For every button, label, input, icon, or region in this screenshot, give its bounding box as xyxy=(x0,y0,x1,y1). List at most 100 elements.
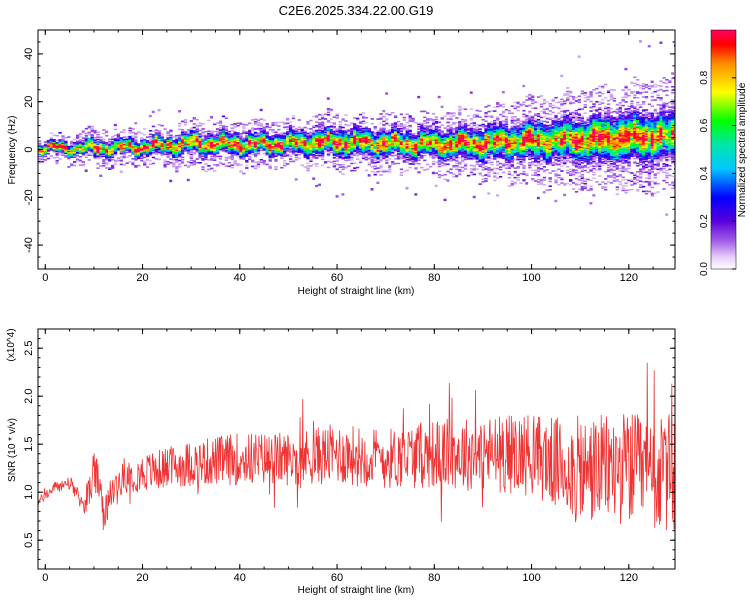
spectrogram-cell xyxy=(350,131,354,134)
spectrogram-cell xyxy=(291,141,296,144)
spectrogram-cell xyxy=(347,145,351,147)
spectrogram-cell xyxy=(233,145,237,148)
spectrogram-cell xyxy=(312,145,316,148)
spectrogram-cell xyxy=(113,142,118,145)
spectrogram-cell xyxy=(376,132,380,135)
spectrogram-cell xyxy=(548,161,552,164)
spectrogram-cell xyxy=(175,140,179,143)
spectrogram-cell xyxy=(501,127,506,130)
spectrogram-cell xyxy=(481,146,485,148)
spectrogram-cell xyxy=(93,153,97,156)
spectrogram-cell xyxy=(361,151,366,154)
spectrogram-cell xyxy=(242,138,246,140)
spectrogram-cell xyxy=(405,137,409,139)
spectrogram-cell xyxy=(367,129,371,131)
spectrogram-cell xyxy=(513,181,517,184)
spectrogram-cell xyxy=(215,128,220,130)
spectrogram-cell xyxy=(189,140,194,143)
spectrogram-cell xyxy=(75,152,80,155)
spectrogram-cell xyxy=(297,151,301,154)
spectrogram-cell xyxy=(303,145,307,148)
spectrogram-cell xyxy=(210,146,214,148)
spectrogram-cell xyxy=(551,130,555,133)
spectrogram-cell xyxy=(297,137,301,139)
spectrogram-cell xyxy=(128,132,132,134)
spectrogram-cell xyxy=(411,156,415,158)
spectrogram-cell xyxy=(215,131,220,134)
spectrogram-cell xyxy=(461,154,465,157)
spectrogram-cell xyxy=(140,143,144,145)
spectrogram-cell xyxy=(513,123,517,125)
spectrogram-cell xyxy=(426,168,430,171)
spectrogram-cell xyxy=(321,126,325,128)
spectrogram-cell xyxy=(385,149,389,151)
spectrogram-cell xyxy=(449,149,453,151)
spectrogram-cell xyxy=(213,147,217,150)
spectrogram-cell xyxy=(478,159,482,161)
spectrogram-cell xyxy=(449,136,453,138)
spectrogram-cell xyxy=(303,141,307,143)
spectrogram-cell xyxy=(221,129,226,132)
spectrogram-cell xyxy=(516,146,520,149)
spectrogram-cell xyxy=(315,151,319,153)
spectrogram-cell xyxy=(391,125,395,127)
spectrogram-cell xyxy=(134,133,138,136)
spectrogram-cell xyxy=(221,139,226,142)
spectrogram-cell xyxy=(554,131,558,134)
spectrogram-cell xyxy=(367,151,371,154)
spectrogram-cell xyxy=(224,139,229,141)
spectrogram-cell xyxy=(475,132,479,135)
spectrogram-cell xyxy=(248,147,252,150)
spectrogram-cell xyxy=(169,135,173,138)
spectrogram-cell xyxy=(528,134,532,137)
spectrogram-cell xyxy=(195,135,199,138)
spectrogram-cell xyxy=(277,136,281,138)
spectrogram-cell xyxy=(496,135,500,138)
spectrogram-cell xyxy=(481,136,485,139)
spectrogram-cell xyxy=(516,109,520,112)
spectrogram-cell xyxy=(531,137,535,139)
spectrogram-cell xyxy=(510,182,514,185)
spectrogram-cell xyxy=(414,162,418,165)
spectrogram-cell xyxy=(525,145,529,148)
spectrogram-cell xyxy=(545,152,549,154)
spectrogram-cell xyxy=(318,137,322,140)
spectrogram-cell xyxy=(151,130,156,133)
spectrogram-cell xyxy=(533,169,538,172)
spectrogram-cell xyxy=(309,151,313,154)
spectrogram-cell xyxy=(341,131,345,134)
spectrogram-cell xyxy=(242,144,246,146)
spectrogram-cell xyxy=(396,154,401,156)
spectrogram-cell xyxy=(501,145,506,147)
spectrogram-cell xyxy=(493,136,497,139)
spectrogram-cell xyxy=(335,129,339,131)
spectrogram-cell xyxy=(96,141,100,143)
spectrogram-cell xyxy=(417,162,421,165)
spectrogram-cell xyxy=(64,156,68,158)
spectrogram-cell xyxy=(347,134,351,136)
spectrogram-cell xyxy=(507,148,512,150)
spectrogram-cell xyxy=(204,156,208,158)
spectrogram-cell xyxy=(478,128,482,130)
spectrogram-cell xyxy=(525,135,529,137)
spectrogram-cell xyxy=(490,134,494,136)
spectrogram-cell xyxy=(528,125,532,127)
spectrogram-cell xyxy=(455,153,459,155)
spectrogram-cell xyxy=(134,144,138,147)
spectrogram-cell xyxy=(198,145,202,147)
spectrogram-cell xyxy=(73,146,77,149)
spectrogram-cell xyxy=(391,137,395,139)
spectrogram-cell xyxy=(350,128,354,130)
spectrogram-cell xyxy=(323,136,328,138)
spectrogram-cell xyxy=(201,123,205,125)
spectrogram-cell xyxy=(472,116,477,118)
spectrogram-cell xyxy=(364,130,369,132)
spectrogram-cell xyxy=(513,127,517,130)
spectrogram-cell xyxy=(382,146,386,149)
spectrogram-cell xyxy=(478,146,482,148)
spectrogram-cell xyxy=(382,137,386,139)
spectrogram-cell xyxy=(143,151,147,154)
spectrogram-cell xyxy=(67,152,71,155)
spectrogram-cell xyxy=(498,143,503,146)
spectrogram-cell xyxy=(329,151,334,154)
